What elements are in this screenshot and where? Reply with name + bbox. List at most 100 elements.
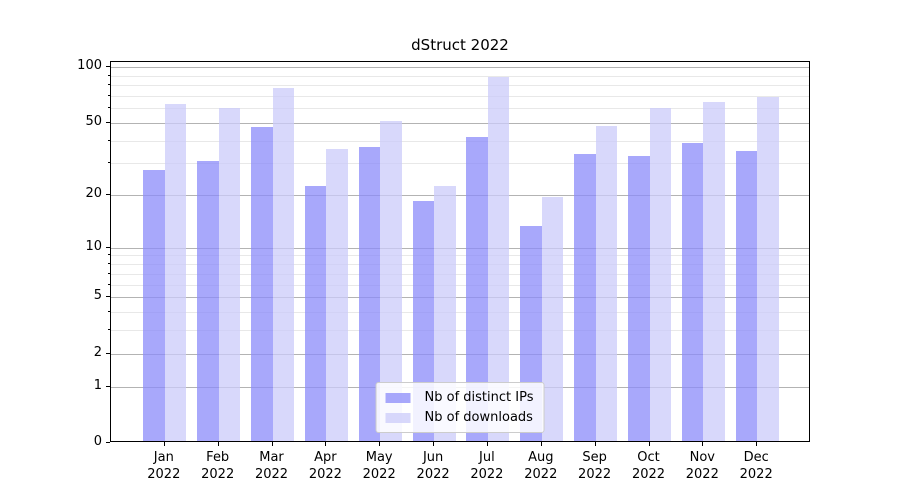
x-tick-label: Sep 2022 [578, 450, 612, 482]
bar-downloads [326, 149, 348, 441]
x-tick-label: Mar 2022 [254, 450, 289, 482]
x-tick [217, 442, 219, 446]
bar-downloads [487, 77, 510, 441]
major-gridline [111, 247, 809, 249]
y-tick [106, 296, 110, 298]
bar-distinct-ips [143, 169, 165, 441]
x-tick-label: Apr 2022 [308, 450, 342, 482]
bar-downloads [380, 120, 402, 441]
y-minor-tick [108, 310, 110, 312]
x-tick [756, 442, 758, 446]
x-tick [702, 442, 704, 446]
bar-downloads [272, 88, 294, 441]
bar-downloads [541, 197, 564, 441]
y-tick-label: 0 [93, 434, 102, 449]
x-tick-label: Feb 2022 [201, 450, 235, 482]
bar-downloads [757, 97, 779, 441]
x-tick [486, 442, 488, 446]
y-tick-label: 100 [77, 58, 102, 74]
y-tick-label: 20 [85, 186, 102, 201]
y-minor-tick [108, 107, 110, 109]
x-tick [325, 442, 327, 446]
y-tick [106, 194, 110, 195]
y-tick [106, 121, 110, 123]
x-tick [540, 442, 542, 446]
minor-gridline [111, 273, 809, 275]
x-tick-label: May 2022 [362, 450, 396, 482]
bar-distinct-ips [412, 201, 435, 441]
minor-gridline [111, 264, 809, 265]
bar-downloads [164, 103, 187, 441]
y-tick-label: 10 [85, 238, 102, 254]
legend-swatch-distinct-ips [385, 392, 411, 403]
bar-distinct-ips [358, 146, 381, 441]
y-tick-label: 50 [85, 113, 102, 129]
bar-downloads [434, 185, 456, 441]
minor-gridline [111, 85, 809, 87]
x-tick [379, 442, 381, 446]
major-gridline [111, 195, 809, 196]
minor-gridline [111, 95, 809, 97]
x-tick-label: Jul 2022 [470, 450, 504, 482]
y-tick [106, 352, 110, 354]
x-tick [163, 442, 165, 446]
y-tick [106, 442, 110, 443]
minor-gridline [111, 284, 809, 286]
bar-distinct-ips [466, 136, 488, 441]
y-minor-tick [108, 272, 110, 274]
major-gridline [111, 67, 809, 69]
y-tick-label: 2 [93, 344, 102, 360]
y-minor-tick [108, 74, 110, 76]
bar-distinct-ips [574, 153, 596, 441]
x-tick-label: Jun 2022 [416, 450, 450, 482]
y-minor-tick [108, 263, 110, 264]
bar-distinct-ips [735, 151, 758, 441]
y-minor-tick [108, 329, 110, 331]
x-tick-label: Aug 2022 [524, 450, 558, 482]
y-tick [106, 246, 110, 248]
chart-title: dStruct 2022 [411, 36, 509, 54]
y-minor-tick [108, 94, 110, 96]
x-tick-label: Dec 2022 [739, 450, 773, 482]
x-tick-label: Oct 2022 [631, 450, 666, 482]
x-tick [271, 442, 273, 446]
minor-gridline [111, 163, 809, 165]
y-tick-label: 5 [93, 288, 102, 304]
y-minor-tick [108, 162, 110, 164]
legend: Nb of distinct IPs Nb of downloads [375, 382, 545, 433]
major-gridline [111, 122, 809, 124]
y-tick-label: 1 [93, 377, 102, 393]
x-tick-label: Nov 2022 [685, 450, 719, 482]
bar-distinct-ips [197, 161, 219, 441]
minor-gridline [111, 75, 809, 77]
y-tick [106, 66, 110, 68]
plot-area: Nb of distinct IPs Nb of downloads [110, 61, 810, 442]
y-minor-tick [108, 254, 110, 256]
minor-gridline [111, 311, 809, 313]
bar-distinct-ips [628, 156, 650, 441]
major-gridline [111, 297, 809, 299]
legend-label-distinct-ips: Nb of distinct IPs [424, 390, 534, 405]
x-tick-label: Jan 2022 [147, 450, 181, 482]
major-gridline [111, 353, 809, 355]
legend-item-downloads: Nb of downloads [385, 410, 534, 425]
x-tick [648, 442, 650, 446]
x-tick [433, 442, 435, 446]
bar-downloads [703, 102, 725, 441]
minor-gridline [111, 140, 809, 142]
bar-downloads [595, 125, 618, 441]
bar-distinct-ips [304, 185, 327, 441]
y-minor-tick [108, 283, 110, 285]
minor-gridline [111, 108, 809, 110]
y-minor-tick [108, 139, 110, 141]
legend-swatch-downloads [385, 412, 411, 423]
legend-label-downloads: Nb of downloads [424, 410, 533, 425]
minor-gridline [111, 330, 809, 332]
y-minor-tick [108, 84, 110, 86]
x-tick [594, 442, 596, 446]
bar-downloads [649, 107, 671, 441]
bar-distinct-ips [251, 127, 273, 441]
bar-downloads [218, 107, 241, 441]
y-tick [106, 385, 110, 387]
